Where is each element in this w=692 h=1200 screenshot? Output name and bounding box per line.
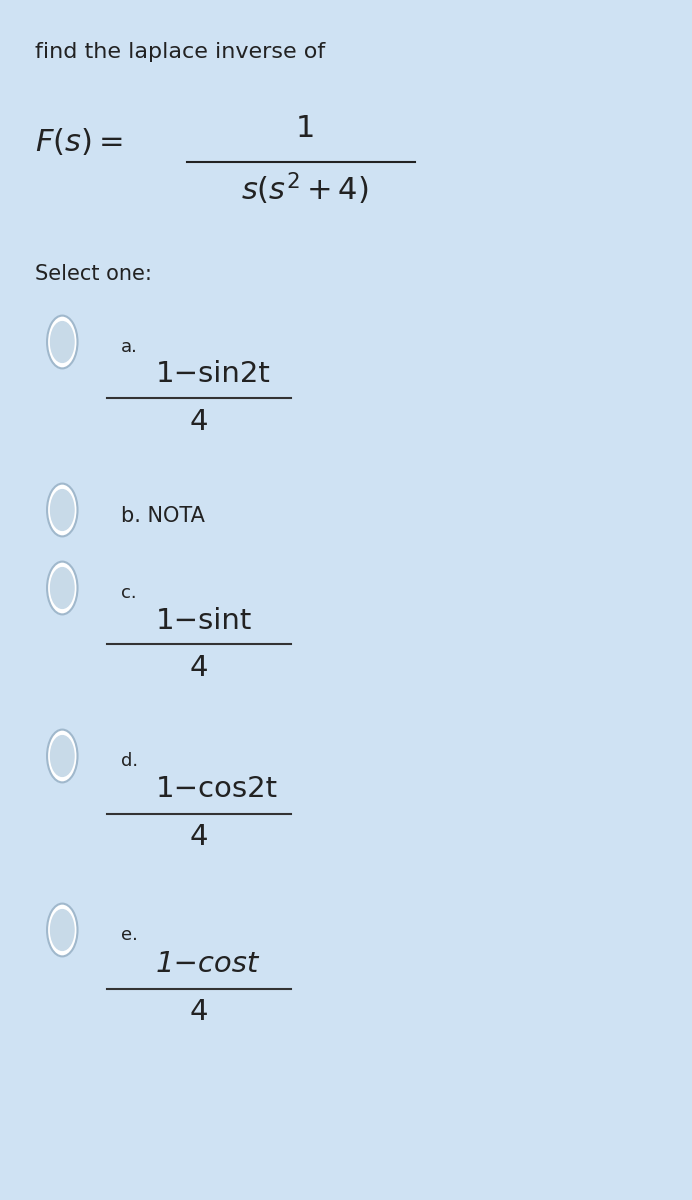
Text: 4: 4: [190, 654, 208, 682]
Text: d.: d.: [121, 752, 138, 770]
Circle shape: [51, 736, 74, 776]
Text: find the laplace inverse of: find the laplace inverse of: [35, 42, 325, 62]
Text: 1−sin2t: 1−sin2t: [156, 360, 271, 388]
Text: c.: c.: [121, 584, 137, 602]
Text: 1−cos2t: 1−cos2t: [156, 775, 277, 803]
Text: 4: 4: [190, 998, 208, 1026]
Text: Select one:: Select one:: [35, 264, 152, 284]
Text: $1$: $1$: [295, 114, 313, 143]
Circle shape: [47, 484, 78, 536]
Text: 1−cost: 1−cost: [156, 950, 259, 978]
Circle shape: [47, 730, 78, 782]
Circle shape: [51, 910, 74, 950]
Text: 4: 4: [190, 823, 208, 851]
Text: 4: 4: [190, 408, 208, 436]
Circle shape: [47, 316, 78, 368]
Text: a.: a.: [121, 338, 138, 356]
Circle shape: [51, 490, 74, 530]
Circle shape: [47, 904, 78, 956]
Text: 1−sint: 1−sint: [156, 607, 252, 635]
Circle shape: [47, 562, 78, 614]
Text: b. NOTA: b. NOTA: [121, 506, 205, 527]
Circle shape: [51, 322, 74, 362]
Text: e.: e.: [121, 926, 138, 944]
Text: $F(s) =$: $F(s) =$: [35, 126, 122, 157]
Circle shape: [51, 568, 74, 608]
Text: $s(s^2+4)$: $s(s^2+4)$: [241, 170, 368, 206]
